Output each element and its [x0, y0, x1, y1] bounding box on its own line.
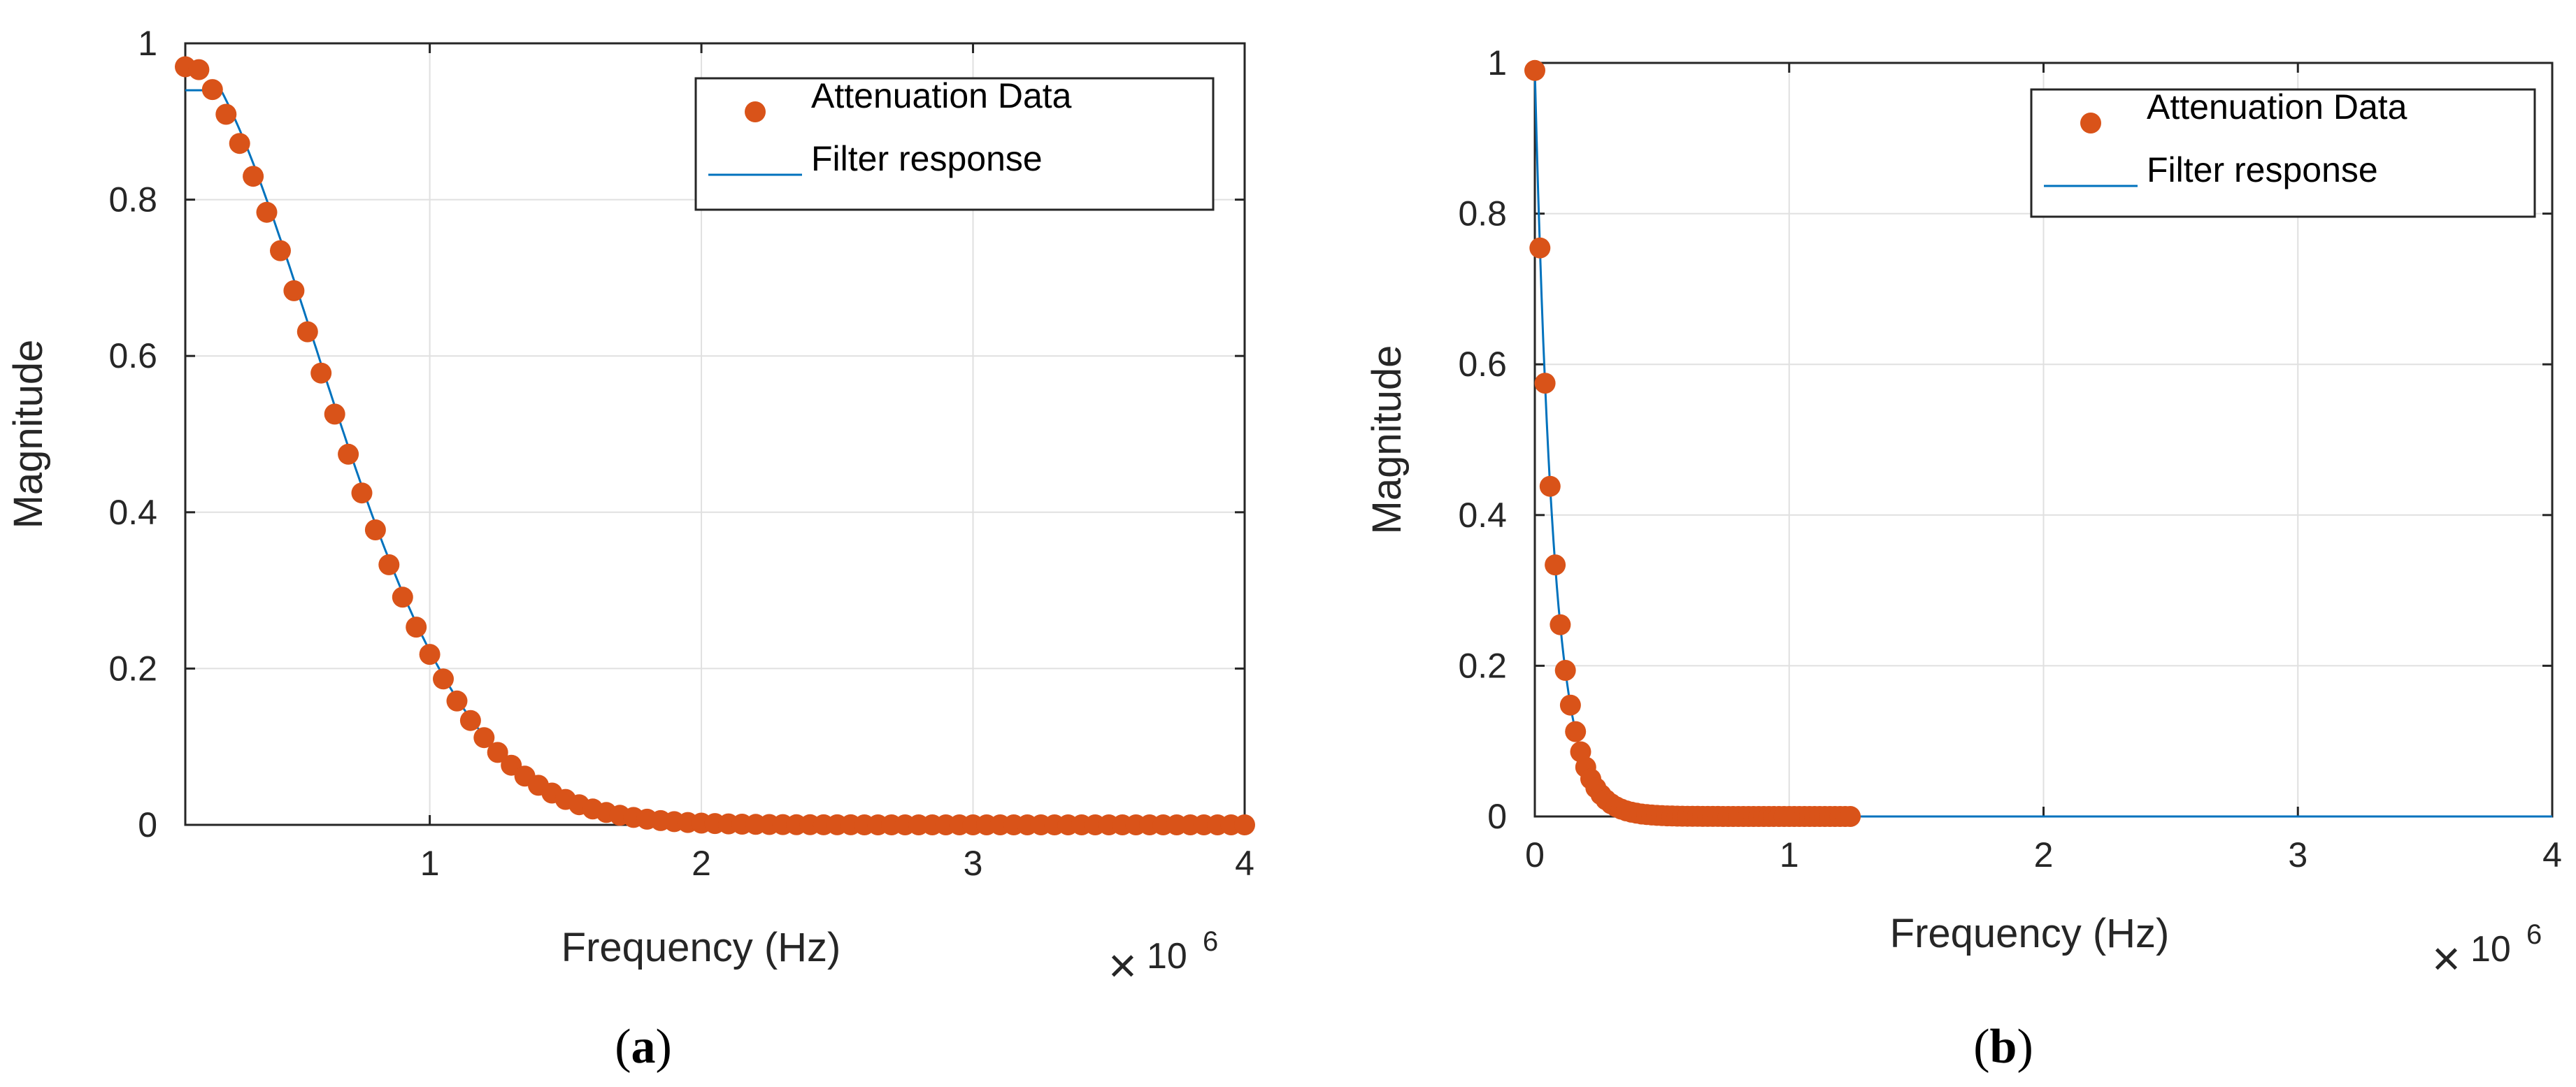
attenuation-point — [201, 79, 223, 101]
y-axis-label-a: Magnitude — [6, 340, 51, 529]
attenuation-point — [215, 103, 237, 125]
legend-box-a — [694, 77, 1215, 211]
x-tick-label: 4 — [2542, 835, 2562, 874]
attenuation-point — [338, 443, 359, 465]
x-tick-label: 4 — [1235, 844, 1254, 883]
attenuation-point — [433, 668, 454, 690]
y-ticks-a: 0 0.2 0.4 0.6 0.8 1 — [108, 24, 1245, 844]
attenuation-point — [1550, 614, 1571, 635]
x-ticks-a: 1 2 3 4 — [420, 43, 1254, 883]
legend-b: Attenuation Data Filter response — [2030, 87, 2536, 218]
x-tick-label: 0 — [1525, 835, 1545, 874]
x-tick-label: 1 — [1780, 835, 1799, 874]
y-axis-label-b: Magnitude — [1364, 345, 1410, 535]
legend-label-attenuation-b: Attenuation Data — [2147, 87, 2407, 127]
attenuation-point — [446, 690, 468, 712]
y-tick-label: 0.8 — [108, 180, 157, 219]
x-multiplier-a: × 10 6 — [1108, 926, 1218, 993]
x-tick-label: 3 — [2288, 835, 2307, 874]
caption-b: (b) — [1973, 1020, 2033, 1074]
legend-box-b — [2030, 88, 2536, 218]
attenuation-point — [1559, 694, 1581, 716]
x-tick-label: 1 — [420, 844, 440, 883]
x-tick-label: 2 — [692, 844, 711, 883]
legend-label-filter-b: Filter response — [2147, 150, 2378, 189]
attenuation-point — [256, 201, 278, 223]
attenuation-markers-b — [1524, 59, 1861, 827]
attenuation-point — [364, 519, 386, 540]
attenuation-point — [324, 403, 345, 425]
attenuation-point — [1545, 554, 1566, 576]
chart-panel-b: 0 0.2 0.4 0.6 0.8 1 0 1 2 3 4 Attenuation Data Fi… — [1364, 43, 2562, 1074]
y-ticks-b: 0 0.2 0.4 0.6 0.8 1 — [1458, 43, 2552, 836]
y-tick-label: 1 — [138, 24, 157, 63]
multiplier-exponent-a: 6 — [1203, 926, 1218, 957]
attenuation-point — [406, 617, 427, 638]
y-tick-label: 0.4 — [1458, 496, 1507, 535]
x-tick-label: 3 — [964, 844, 983, 883]
attenuation-point — [1534, 373, 1556, 394]
attenuation-point — [487, 742, 508, 763]
attenuation-point — [283, 280, 305, 301]
multiplier-exponent-b: 6 — [2526, 919, 2542, 950]
attenuation-point — [270, 240, 291, 261]
legend-label-filter-a: Filter response — [811, 139, 1043, 178]
attenuation-point — [310, 362, 332, 384]
attenuation-markers-a — [175, 56, 1255, 835]
attenuation-point — [1554, 660, 1576, 681]
attenuation-point — [188, 59, 210, 80]
y-tick-label: 0.8 — [1458, 194, 1507, 233]
attenuation-point — [392, 586, 413, 608]
caption-a: (a) — [615, 1020, 672, 1074]
caption-letter-b: b — [1990, 1020, 2017, 1074]
attenuation-point — [378, 554, 400, 575]
caption-close-a: ) — [656, 1020, 672, 1074]
attenuation-point — [1565, 721, 1587, 742]
multiplier-base-a: 10 — [1147, 936, 1187, 977]
legend-marker-attenuation-b — [2080, 113, 2101, 134]
x-multiplier-b: × 10 6 — [2432, 919, 2542, 986]
legend-a: Attenuation Data Filter response — [694, 76, 1215, 211]
caption-letter-a: a — [631, 1020, 656, 1074]
y-tick-label: 0 — [138, 805, 157, 844]
caption-open-b: ( — [1973, 1020, 1989, 1074]
y-tick-label: 0.6 — [1458, 345, 1507, 384]
attenuation-point — [1539, 475, 1561, 497]
multiplier-symbol-b: × — [2432, 931, 2461, 986]
x-ticks-b: 0 1 2 3 4 — [1525, 63, 2562, 874]
multiplier-symbol-a: × — [1108, 938, 1137, 993]
legend-marker-attenuation-a — [745, 101, 766, 122]
x-tick-label: 2 — [2034, 835, 2054, 874]
attenuation-point — [1524, 59, 1545, 81]
y-tick-label: 0.6 — [108, 336, 157, 375]
caption-open-a: ( — [615, 1020, 631, 1074]
caption-close-b: ) — [2017, 1020, 2033, 1074]
y-tick-label: 0.2 — [108, 649, 157, 688]
legend-label-attenuation-a: Attenuation Data — [811, 76, 1072, 115]
y-tick-label: 0.4 — [108, 493, 157, 532]
y-tick-label: 1 — [1487, 43, 1507, 82]
attenuation-point — [243, 166, 264, 187]
attenuation-point — [419, 644, 441, 665]
y-tick-label: 0 — [1487, 797, 1507, 836]
attenuation-point — [1840, 806, 1861, 827]
multiplier-base-b: 10 — [2470, 929, 2511, 970]
x-axis-label-b: Frequency (Hz) — [1890, 911, 2170, 956]
attenuation-point — [296, 321, 318, 343]
attenuation-point — [459, 710, 481, 731]
attenuation-point — [473, 727, 495, 749]
chart-panel-a: 0 0.2 0.4 0.6 0.8 1 1 2 3 4 Attenuation Data Fil… — [6, 24, 1255, 1074]
attenuation-point — [351, 482, 373, 504]
x-axis-label-a: Frequency (Hz) — [561, 925, 841, 970]
attenuation-point — [1529, 237, 1551, 259]
y-tick-label: 0.2 — [1458, 646, 1507, 685]
attenuation-point — [229, 133, 250, 154]
attenuation-point — [1234, 814, 1255, 835]
